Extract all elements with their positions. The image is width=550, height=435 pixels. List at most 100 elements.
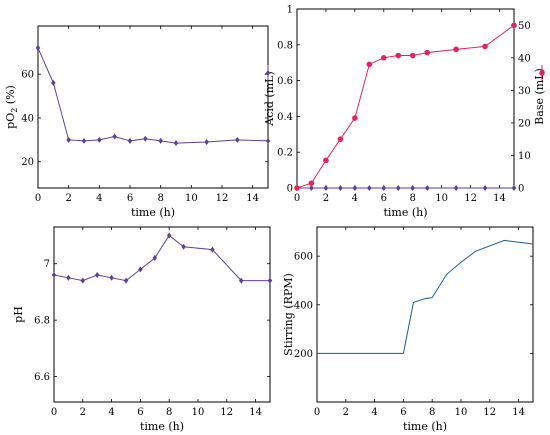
data-point bbox=[204, 139, 209, 146]
y-axis-label-main: pO bbox=[4, 113, 17, 129]
data-point bbox=[511, 185, 517, 191]
y-axis-label: pO2 (%) bbox=[4, 85, 19, 129]
data-point bbox=[294, 185, 300, 191]
x-tick-label: 2 bbox=[80, 407, 86, 418]
data-point bbox=[352, 115, 358, 121]
data-point bbox=[238, 277, 244, 284]
x-tick-label: 0 bbox=[314, 407, 320, 418]
y-tick-label: 0.8 bbox=[277, 40, 293, 51]
series-base-ml bbox=[294, 22, 517, 191]
series-line bbox=[296, 24, 515, 189]
data-point bbox=[323, 157, 329, 164]
x-tick-label: 2 bbox=[65, 193, 71, 204]
data-point bbox=[424, 49, 431, 56]
data-point bbox=[352, 185, 358, 191]
data-point bbox=[453, 185, 459, 191]
x-tick-label: 6 bbox=[127, 193, 133, 204]
data-point bbox=[143, 135, 148, 142]
data-point bbox=[166, 232, 172, 239]
chart-stirring: 0 2 4 6 8 10 12 14 200 400 600 time (h) Stirring (RP… bbox=[282, 226, 534, 433]
data-point bbox=[109, 274, 114, 281]
y-right-tick-label: 0 bbox=[518, 184, 524, 195]
data-point bbox=[181, 243, 186, 250]
x-tick-label: 8 bbox=[157, 193, 163, 204]
x-tick-label: 10 bbox=[435, 193, 448, 204]
data-point bbox=[112, 133, 117, 140]
data-point bbox=[66, 274, 71, 281]
data-point bbox=[35, 44, 41, 51]
y-axis-label-main: Stirring (RPM) bbox=[282, 273, 295, 356]
plot-frame bbox=[53, 226, 271, 403]
x-tick-label: 12 bbox=[464, 193, 477, 204]
x-tick-label: 6 bbox=[381, 193, 387, 204]
x-axis-label: time (h) bbox=[140, 420, 184, 433]
x-tick-label: 12 bbox=[220, 407, 233, 418]
y-right-tick-label: 30 bbox=[518, 86, 531, 97]
y-axis-label: Stirring (RPM) bbox=[282, 273, 295, 356]
data-point bbox=[453, 46, 459, 53]
data-point bbox=[511, 22, 517, 29]
data-point bbox=[337, 136, 344, 142]
data-point bbox=[395, 52, 402, 59]
data-point bbox=[123, 277, 129, 284]
series-line bbox=[53, 234, 270, 282]
data-point bbox=[51, 271, 57, 278]
x-tick-label: 14 bbox=[512, 407, 525, 418]
y-right-tick-label: 40 bbox=[518, 53, 531, 64]
x-tick-label: 10 bbox=[192, 407, 205, 418]
series-acid-ml bbox=[294, 185, 517, 191]
y-right-tick-label: 20 bbox=[518, 118, 531, 129]
y-axis-label-suffix: (%) bbox=[4, 85, 17, 108]
x-tick-label: 14 bbox=[246, 193, 259, 204]
y-tick-label: 0.2 bbox=[277, 148, 293, 159]
x-tick-label: 0 bbox=[51, 407, 57, 418]
data-point bbox=[381, 55, 387, 61]
data-point bbox=[396, 185, 401, 191]
x-axis-label: time (h) bbox=[383, 206, 427, 219]
data-point bbox=[309, 185, 314, 191]
x-tick-label: 14 bbox=[249, 407, 262, 418]
data-point bbox=[482, 185, 488, 191]
y-tick-label: 0.6 bbox=[277, 76, 293, 87]
x-tick-label: 10 bbox=[185, 193, 198, 204]
x-tick-label: 4 bbox=[371, 407, 377, 418]
x-tick-label: 10 bbox=[455, 407, 468, 418]
x-axis-label: time (h) bbox=[403, 420, 447, 433]
y-right-tick-label: 10 bbox=[518, 151, 531, 162]
y-axis-label: pH bbox=[12, 306, 25, 323]
y-tick-label: 6.6 bbox=[34, 372, 50, 383]
x-tick-label: 4 bbox=[108, 407, 114, 418]
data-point bbox=[410, 185, 415, 191]
x-tick-label: 12 bbox=[483, 407, 496, 418]
x-tick-label: 8 bbox=[166, 407, 172, 418]
y-tick-label: 0.4 bbox=[277, 112, 293, 123]
series-0 bbox=[317, 239, 534, 354]
y-tick-label: 200 bbox=[294, 349, 313, 360]
data-point bbox=[338, 185, 343, 191]
data-point bbox=[323, 185, 329, 191]
x-tick-label: 12 bbox=[216, 193, 229, 204]
y-tick-label: 0 bbox=[287, 184, 293, 195]
data-point bbox=[138, 266, 143, 273]
x-axis-label: time (h) bbox=[131, 206, 175, 219]
y-right-axis-label: Base (mL) bbox=[533, 68, 546, 125]
data-point bbox=[81, 137, 87, 144]
y-right-tick-label: 50 bbox=[518, 21, 531, 32]
data-point bbox=[152, 255, 158, 262]
data-point bbox=[265, 137, 271, 144]
x-tick-label: 4 bbox=[352, 193, 358, 204]
data-point bbox=[367, 185, 372, 191]
data-point bbox=[381, 185, 387, 191]
data-point bbox=[51, 79, 56, 86]
x-tick-label: 2 bbox=[323, 193, 329, 204]
data-point bbox=[210, 246, 215, 253]
legend-acid-marker bbox=[265, 70, 271, 76]
legend bbox=[265, 65, 545, 81]
x-tick-label: 0 bbox=[294, 193, 300, 204]
x-tick-label: 8 bbox=[429, 407, 435, 418]
data-point bbox=[80, 277, 86, 284]
data-point bbox=[173, 140, 179, 147]
data-point bbox=[97, 136, 102, 143]
data-point bbox=[366, 61, 373, 68]
